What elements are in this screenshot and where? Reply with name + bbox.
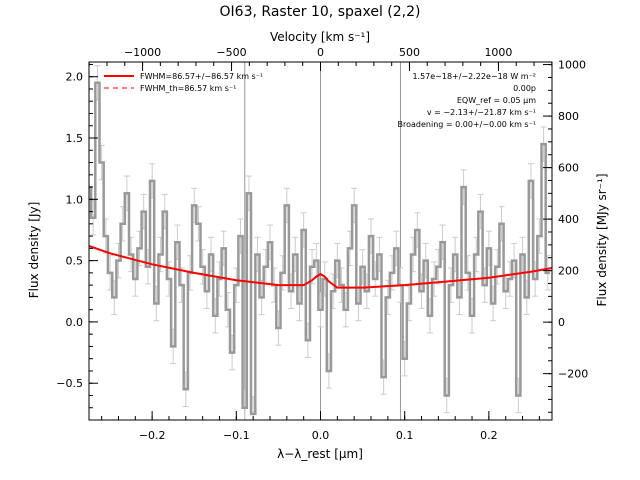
top-tick-label: −1000: [124, 46, 161, 59]
y-tick-label: 0.5: [66, 255, 84, 268]
y-tick-label: −0.5: [56, 377, 83, 390]
spectrum-line: [89, 81, 550, 416]
y-tick-label: 0.0: [66, 316, 84, 329]
top-tick-label: 1000: [484, 46, 512, 59]
annotation-eqw: EQW_ref = 0.05 μm: [457, 96, 536, 105]
right-tick-label: 400: [558, 213, 579, 226]
right-tick-label: −200: [558, 368, 588, 381]
legend: FWHM=86.57+/−86.57 km s⁻¹ FWHM_th=86.57 …: [104, 72, 263, 93]
fit-annotations: 1.57e−18+/−2.22e−18 W m⁻² 0.00p EQW_ref …: [398, 72, 537, 129]
y-tick-label: 1.5: [66, 132, 84, 145]
y-tick-label: 1.0: [66, 193, 84, 206]
reference-lines: [244, 62, 401, 420]
right-axis-label: Flux density [MJy sr⁻¹]: [595, 173, 609, 306]
x-tick-label: −0.1: [223, 429, 250, 442]
y-axis-label: Flux density [Jy]: [27, 202, 41, 299]
annotation-p: 0.00p: [513, 84, 536, 93]
data-series: [89, 81, 550, 416]
annotation-velocity: v = −2.13+/−21.87 km s⁻¹: [427, 108, 536, 117]
right-tick-label: 1000: [558, 59, 586, 72]
x-tick-label: 0.2: [480, 429, 498, 442]
top-tick-label: −500: [216, 46, 246, 59]
axis-ticks: −0.2 −0.1 0.0 0.1 0.2 −1000 −500 0 500 1000 −0.5 0.…: [56, 46, 588, 442]
fit-line: [88, 244, 553, 289]
annotation-broadening: Broadening = 0.00+/−0.00 km s⁻¹: [398, 120, 536, 129]
right-tick-label: 200: [558, 265, 579, 278]
y-tick-label: 2.0: [66, 71, 84, 84]
legend-label-thermal: FWHM_th=86.57 km s⁻¹: [140, 84, 236, 93]
legend-label-fit: FWHM=86.57+/−86.57 km s⁻¹: [140, 72, 263, 81]
right-tick-label: 600: [558, 162, 579, 175]
top-tick-label: 500: [399, 46, 420, 59]
right-tick-label: 0: [558, 316, 565, 329]
fit-series: [88, 244, 553, 289]
x-axis-label: λ−λ_rest [μm]: [277, 447, 363, 461]
x-tick-label: 0.0: [312, 429, 330, 442]
top-axis-label: Velocity [km s⁻¹]: [270, 30, 370, 44]
right-tick-label: 800: [558, 110, 579, 123]
top-tick-label: 0: [317, 46, 324, 59]
x-tick-label: −0.2: [139, 429, 166, 442]
x-tick-label: 0.1: [396, 429, 414, 442]
annotation-flux: 1.57e−18+/−2.22e−18 W m⁻²: [412, 72, 536, 81]
chart-title: OI63, Raster 10, spaxel (2,2): [220, 4, 421, 20]
